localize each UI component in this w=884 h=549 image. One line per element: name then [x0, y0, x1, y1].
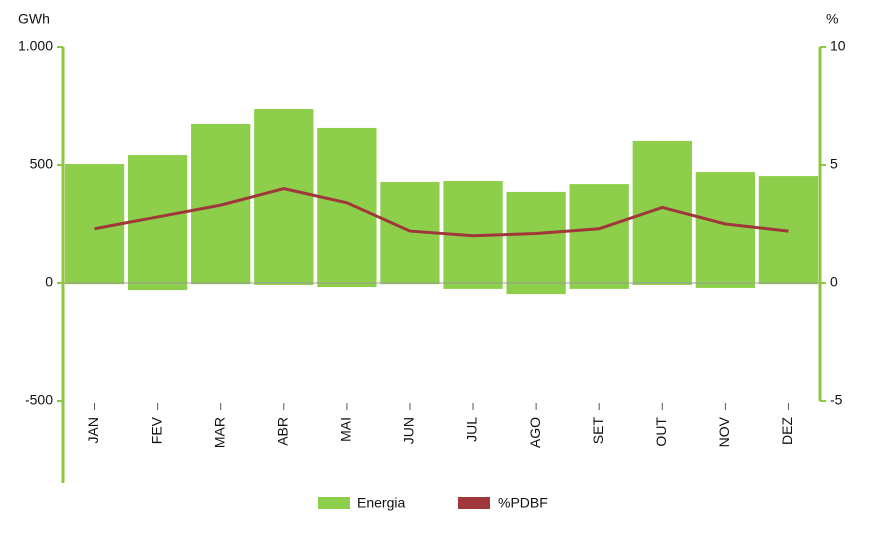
legend-label: %PDBF: [498, 495, 548, 511]
x-tick-label: JUN: [401, 417, 417, 444]
bar: [569, 184, 629, 289]
legend-swatch: [318, 497, 350, 509]
x-tick-label: NOV: [716, 416, 732, 447]
x-tick-label: DEZ: [779, 417, 795, 445]
legend-swatch: [458, 497, 490, 509]
y2-tick-label: 10: [830, 38, 846, 54]
x-tick-label: SET: [590, 417, 606, 445]
x-tick-label: FEV: [148, 416, 164, 444]
y-tick-label: 0: [45, 274, 53, 290]
x-tick-label: OUT: [653, 417, 669, 447]
x-tick-label: MAI: [338, 417, 354, 442]
x-tick-label: AGO: [527, 417, 543, 448]
y-axis-title: GWh: [18, 11, 50, 27]
x-tick-label: JUL: [464, 417, 480, 442]
bar: [317, 127, 377, 288]
bar: [127, 155, 188, 291]
legend-label: Energia: [357, 495, 405, 511]
line-series: [94, 187, 789, 238]
y-tick-label: -500: [25, 392, 53, 408]
y2-axis-title: %: [826, 11, 838, 27]
y2-tick-label: 0: [830, 274, 838, 290]
bar: [254, 109, 314, 285]
y2-tick-label: 5: [830, 156, 838, 172]
x-tick-label: JAN: [85, 417, 101, 443]
y-tick-label: 500: [30, 156, 54, 172]
y-tick-label: 1.000: [18, 38, 53, 54]
bar: [695, 172, 756, 288]
x-tick-label: MAR: [211, 417, 227, 448]
bar: [506, 191, 566, 295]
y2-tick-label: -5: [830, 392, 843, 408]
x-tick-label: ABR: [274, 417, 290, 446]
